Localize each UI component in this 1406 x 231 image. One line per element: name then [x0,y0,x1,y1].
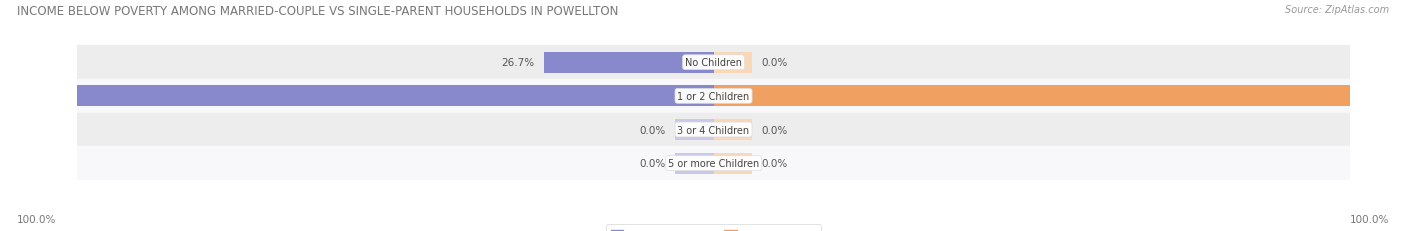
Bar [714,86,1350,107]
Bar [77,113,1350,147]
Text: 0.0%: 0.0% [640,125,666,135]
Text: 0.0%: 0.0% [761,158,787,168]
Bar [714,53,752,73]
Text: Source: ZipAtlas.com: Source: ZipAtlas.com [1285,5,1389,15]
Text: 100.0%: 100.0% [17,214,56,224]
Bar [675,120,714,140]
Bar [77,46,1350,80]
Text: 1 or 2 Children: 1 or 2 Children [678,91,749,101]
Bar [675,153,714,174]
Text: 100.0%: 100.0% [28,91,67,101]
Bar [714,153,752,174]
Text: 0.0%: 0.0% [640,158,666,168]
Text: 26.7%: 26.7% [501,58,534,68]
Legend: Married Couples, Single Parents: Married Couples, Single Parents [606,224,821,231]
Bar [714,120,752,140]
Text: 0.0%: 0.0% [761,125,787,135]
Bar [544,53,714,73]
Text: 5 or more Children: 5 or more Children [668,158,759,168]
Bar [77,86,714,107]
Text: 3 or 4 Children: 3 or 4 Children [678,125,749,135]
Text: 100.0%: 100.0% [1350,214,1389,224]
Text: No Children: No Children [685,58,742,68]
Text: 100.0%: 100.0% [1360,91,1399,101]
Text: INCOME BELOW POVERTY AMONG MARRIED-COUPLE VS SINGLE-PARENT HOUSEHOLDS IN POWELLT: INCOME BELOW POVERTY AMONG MARRIED-COUPL… [17,5,619,18]
Bar [77,147,1350,180]
Text: 0.0%: 0.0% [761,58,787,68]
Bar [77,80,1350,113]
